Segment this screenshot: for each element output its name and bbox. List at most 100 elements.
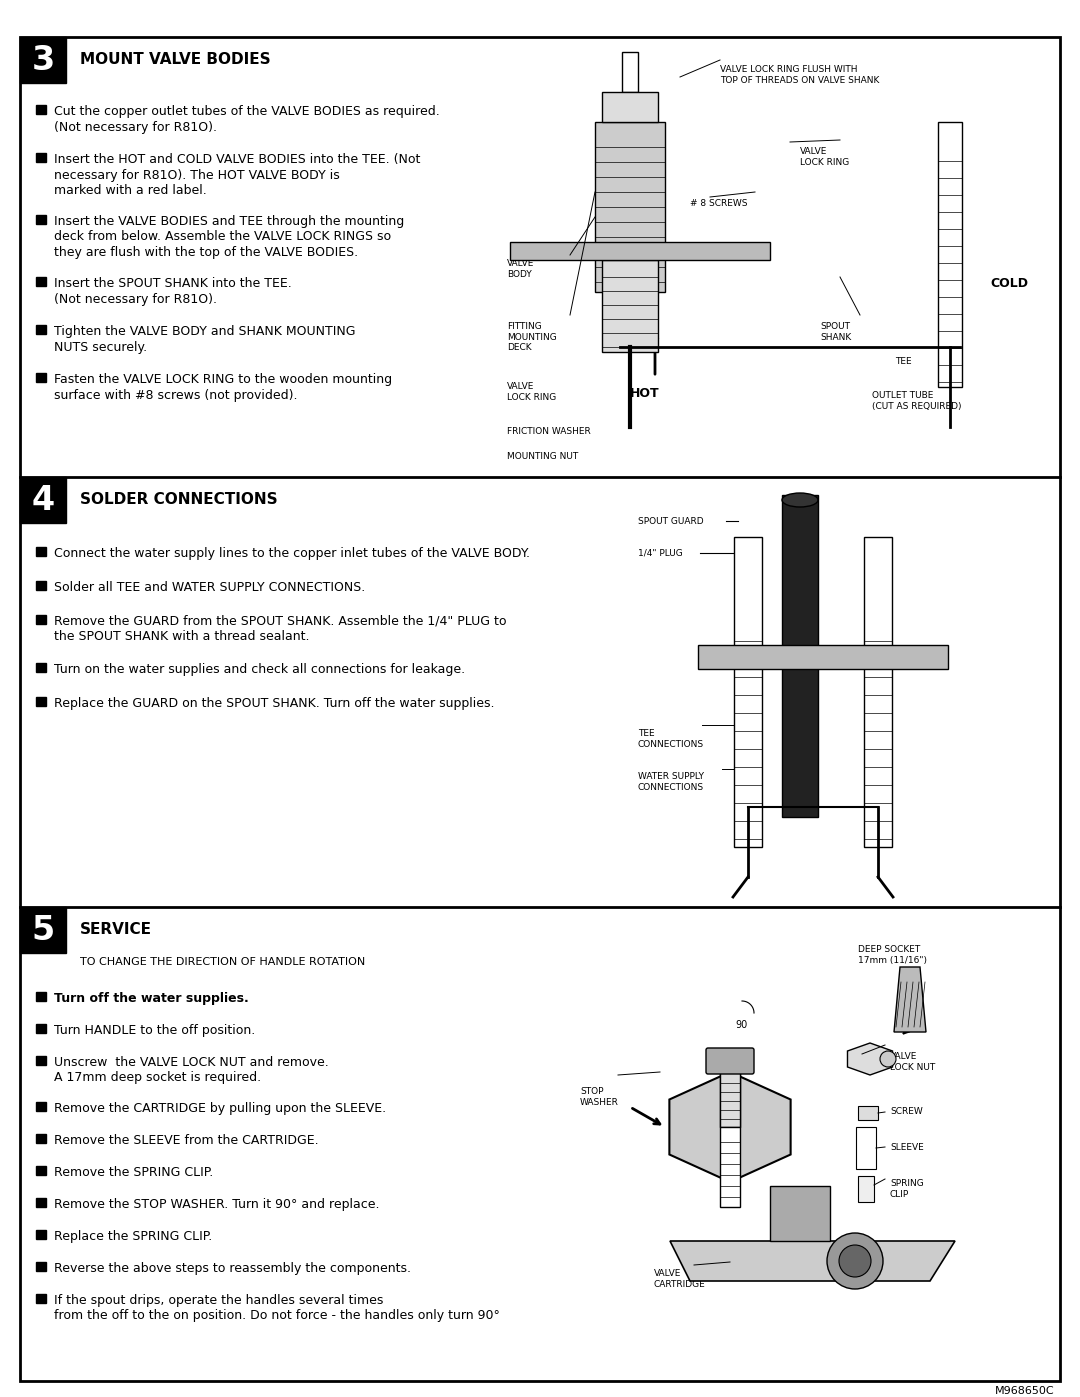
Text: COLD: COLD [990, 277, 1028, 291]
Text: If the spout drips, operate the handles several times
from the off to the on pos: If the spout drips, operate the handles … [54, 1294, 500, 1323]
Polygon shape [21, 36, 66, 82]
Polygon shape [36, 154, 46, 162]
Polygon shape [36, 373, 46, 381]
Polygon shape [36, 1229, 46, 1239]
Polygon shape [36, 1102, 46, 1111]
Circle shape [880, 1051, 896, 1067]
Text: VALVE
LOCK NUT: VALVE LOCK NUT [890, 1052, 935, 1071]
Text: Replace the GUARD on the SPOUT SHANK. Turn off the water supplies.: Replace the GUARD on the SPOUT SHANK. Tu… [54, 697, 495, 710]
Polygon shape [36, 581, 46, 590]
Polygon shape [36, 548, 46, 556]
Polygon shape [36, 326, 46, 334]
Polygon shape [36, 992, 46, 1002]
Text: 90: 90 [735, 1020, 748, 1030]
Text: SPOUT
SHANK: SPOUT SHANK [820, 321, 851, 342]
Polygon shape [36, 215, 46, 224]
Text: Remove the GUARD from the SPOUT SHANK. Assemble the 1/4" PLUG to
the SPOUT SHANK: Remove the GUARD from the SPOUT SHANK. A… [54, 615, 507, 644]
FancyBboxPatch shape [858, 1106, 878, 1120]
Text: Solder all TEE and WATER SUPPLY CONNECTIONS.: Solder all TEE and WATER SUPPLY CONNECTI… [54, 581, 365, 594]
Text: SPOUT GUARD: SPOUT GUARD [638, 517, 704, 525]
Text: VALVE
LOCK RING: VALVE LOCK RING [800, 147, 849, 166]
FancyBboxPatch shape [856, 1127, 876, 1169]
Polygon shape [36, 664, 46, 672]
Text: Replace the SPRING CLIP.: Replace the SPRING CLIP. [54, 1229, 213, 1243]
Text: Reverse the above steps to reassembly the components.: Reverse the above steps to reassembly th… [54, 1261, 411, 1275]
Text: TO CHANGE THE DIRECTION OF HANDLE ROTATION: TO CHANGE THE DIRECTION OF HANDLE ROTATI… [80, 957, 365, 967]
FancyBboxPatch shape [782, 495, 818, 817]
Polygon shape [36, 1166, 46, 1175]
Text: Insert the HOT and COLD VALVE BODIES into the TEE. (Not
necessary for R81O). The: Insert the HOT and COLD VALVE BODIES int… [54, 154, 420, 197]
Text: DEEP SOCKET
17mm (11/16"): DEEP SOCKET 17mm (11/16") [858, 944, 927, 965]
Polygon shape [36, 105, 46, 115]
Polygon shape [670, 1071, 791, 1182]
Polygon shape [36, 615, 46, 624]
Text: M968650C: M968650C [996, 1386, 1055, 1396]
Text: WATER SUPPLY
CONNECTIONS: WATER SUPPLY CONNECTIONS [638, 773, 704, 792]
Polygon shape [36, 697, 46, 705]
Text: Remove the SLEEVE from the CARTRIDGE.: Remove the SLEEVE from the CARTRIDGE. [54, 1134, 319, 1147]
Text: VALVE LOCK RING FLUSH WITH
TOP OF THREADS ON VALVE SHANK: VALVE LOCK RING FLUSH WITH TOP OF THREAD… [720, 66, 879, 85]
Polygon shape [36, 1199, 46, 1207]
Text: Remove the CARTRIDGE by pulling upon the SLEEVE.: Remove the CARTRIDGE by pulling upon the… [54, 1102, 387, 1115]
FancyBboxPatch shape [706, 1048, 754, 1074]
Text: VALVE
CARTRIDGE: VALVE CARTRIDGE [654, 1268, 705, 1289]
Ellipse shape [782, 493, 818, 507]
FancyBboxPatch shape [864, 536, 892, 847]
FancyBboxPatch shape [734, 536, 762, 847]
FancyBboxPatch shape [720, 1071, 740, 1127]
Polygon shape [36, 1024, 46, 1032]
Text: FITTING
MOUNTING
DECK: FITTING MOUNTING DECK [507, 321, 557, 352]
Text: TEE: TEE [895, 358, 912, 366]
Polygon shape [894, 967, 926, 1032]
FancyBboxPatch shape [510, 242, 770, 260]
Polygon shape [21, 907, 66, 953]
Text: HOT: HOT [630, 387, 660, 400]
Text: SLEEVE: SLEEVE [890, 1143, 923, 1151]
Text: # 8 SCREWS: # 8 SCREWS [690, 198, 747, 208]
Text: SCREW: SCREW [890, 1108, 922, 1116]
FancyBboxPatch shape [698, 645, 948, 669]
Text: Tighten the VALVE BODY and SHANK MOUNTING
NUTS securely.: Tighten the VALVE BODY and SHANK MOUNTIN… [54, 326, 355, 353]
Text: FRICTION WASHER: FRICTION WASHER [507, 427, 591, 436]
Text: SERVICE: SERVICE [80, 922, 152, 937]
FancyBboxPatch shape [595, 122, 665, 292]
Text: MOUNT VALVE BODIES: MOUNT VALVE BODIES [80, 53, 271, 67]
Text: VALVE
BODY: VALVE BODY [507, 258, 535, 279]
Text: Turn on the water supplies and check all connections for leakage.: Turn on the water supplies and check all… [54, 664, 465, 676]
Text: 1/4" PLUG: 1/4" PLUG [638, 549, 683, 557]
Polygon shape [36, 1294, 46, 1303]
Text: Insert the SPOUT SHANK into the TEE.
(Not necessary for R81O).: Insert the SPOUT SHANK into the TEE. (No… [54, 277, 292, 306]
Text: VALVE
LOCK RING: VALVE LOCK RING [507, 381, 556, 402]
Text: Remove the SPRING CLIP.: Remove the SPRING CLIP. [54, 1166, 213, 1179]
Text: Turn HANDLE to the off position.: Turn HANDLE to the off position. [54, 1024, 255, 1037]
Text: TEE
CONNECTIONS: TEE CONNECTIONS [638, 729, 704, 749]
Text: STOP
WASHER: STOP WASHER [580, 1087, 619, 1106]
Text: Insert the VALVE BODIES and TEE through the mounting
deck from below. Assemble t: Insert the VALVE BODIES and TEE through … [54, 215, 404, 258]
Polygon shape [36, 1261, 46, 1271]
FancyBboxPatch shape [770, 1186, 831, 1241]
Circle shape [839, 1245, 870, 1277]
Text: Fasten the VALVE LOCK RING to the wooden mounting
surface with #8 screws (not pr: Fasten the VALVE LOCK RING to the wooden… [54, 373, 392, 401]
Text: Remove the STOP WASHER. Turn it 90° and replace.: Remove the STOP WASHER. Turn it 90° and … [54, 1199, 379, 1211]
Text: Unscrew  the VALVE LOCK NUT and remove.
A 17mm deep socket is required.: Unscrew the VALVE LOCK NUT and remove. A… [54, 1056, 328, 1084]
Polygon shape [848, 1044, 892, 1076]
FancyBboxPatch shape [602, 92, 658, 122]
Polygon shape [622, 52, 638, 92]
FancyBboxPatch shape [602, 260, 658, 352]
Polygon shape [670, 1241, 955, 1281]
Text: MOUNTING NUT: MOUNTING NUT [507, 453, 578, 461]
Text: 3: 3 [31, 43, 55, 77]
Polygon shape [36, 277, 46, 286]
Text: 5: 5 [31, 914, 55, 947]
Text: SPRING
CLIP: SPRING CLIP [890, 1179, 923, 1199]
Text: 4: 4 [31, 483, 55, 517]
Text: Connect the water supply lines to the copper inlet tubes of the VALVE BODY.: Connect the water supply lines to the co… [54, 548, 530, 560]
FancyBboxPatch shape [939, 122, 962, 387]
Text: OUTLET TUBE
(CUT AS REQUIRED): OUTLET TUBE (CUT AS REQUIRED) [872, 391, 961, 411]
Text: Turn off the water supplies.: Turn off the water supplies. [54, 992, 248, 1004]
Polygon shape [36, 1056, 46, 1065]
FancyBboxPatch shape [720, 1071, 740, 1127]
Text: SOLDER CONNECTIONS: SOLDER CONNECTIONS [80, 493, 278, 507]
Text: Cut the copper outlet tubes of the VALVE BODIES as required.
(Not necessary for : Cut the copper outlet tubes of the VALVE… [54, 105, 440, 134]
Polygon shape [21, 476, 66, 522]
